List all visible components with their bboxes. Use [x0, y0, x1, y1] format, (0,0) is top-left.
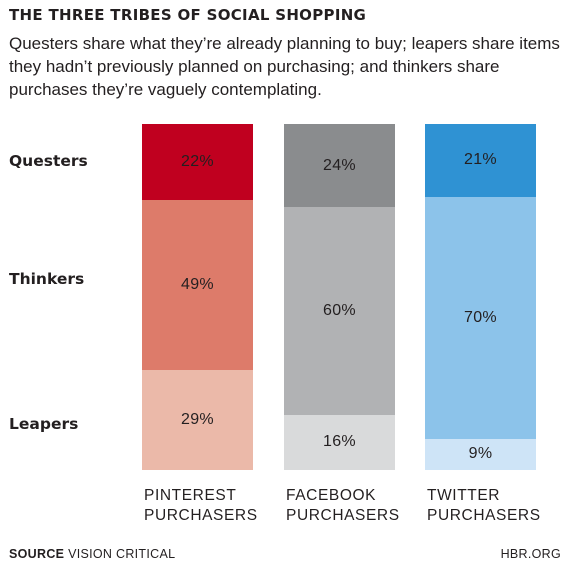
hbr-credit: HBR.ORG: [500, 547, 561, 561]
data-label-facebook-leapers: 16%: [323, 433, 356, 451]
bar-segment-twitter-questers: 21%: [425, 124, 536, 197]
bar-segment-twitter-leapers: 9%: [425, 438, 536, 470]
series-label-leapers: Leapers: [9, 414, 79, 433]
bar-segment-pinterest-thinkers: 49%: [142, 200, 253, 370]
bar-segment-pinterest-questers: 22%: [142, 124, 253, 201]
series-label-questers: Questers: [9, 152, 88, 171]
data-label-facebook-thinkers: 60%: [323, 301, 356, 319]
data-label-facebook-questers: 24%: [323, 156, 356, 174]
series-label-thinkers: Thinkers: [9, 269, 85, 288]
source-label: SOURCE: [9, 547, 65, 561]
bar-segment-facebook-questers: 24%: [284, 124, 395, 208]
category-label-line: PURCHASERS: [427, 507, 541, 524]
category-label-line: PURCHASERS: [144, 507, 258, 524]
chart-title: THE THREE TRIBES OF SOCIAL SHOPPING: [9, 6, 367, 24]
data-label-pinterest-thinkers: 49%: [181, 275, 214, 293]
category-label-twitter: TWITTER PURCHASERS: [427, 486, 541, 526]
source-text: VISION CRITICAL: [68, 547, 176, 561]
data-label-pinterest-leapers: 29%: [181, 410, 214, 428]
category-label-line: PINTEREST: [144, 487, 237, 504]
bar-segment-twitter-thinkers: 70%: [425, 196, 536, 439]
bar-segment-facebook-thinkers: 60%: [284, 207, 395, 415]
category-label-facebook: FACEBOOK PURCHASERS: [286, 486, 400, 526]
category-label-line: TWITTER: [427, 487, 501, 504]
data-label-twitter-leapers: 9%: [468, 445, 493, 463]
data-label-twitter-questers: 21%: [464, 151, 497, 169]
category-label-pinterest: PINTEREST PURCHASERS: [144, 486, 258, 526]
data-label-pinterest-questers: 22%: [181, 153, 214, 171]
data-label-twitter-thinkers: 70%: [464, 308, 497, 326]
bar-segment-pinterest-leapers: 29%: [142, 369, 253, 470]
category-label-line: FACEBOOK: [286, 487, 377, 504]
chart-subtitle: Questers share what they’re already plan…: [9, 34, 560, 99]
source-note: SOURCE VISION CRITICAL: [9, 547, 175, 561]
category-label-line: PURCHASERS: [286, 507, 400, 524]
bar-segment-facebook-leapers: 16%: [284, 414, 395, 470]
